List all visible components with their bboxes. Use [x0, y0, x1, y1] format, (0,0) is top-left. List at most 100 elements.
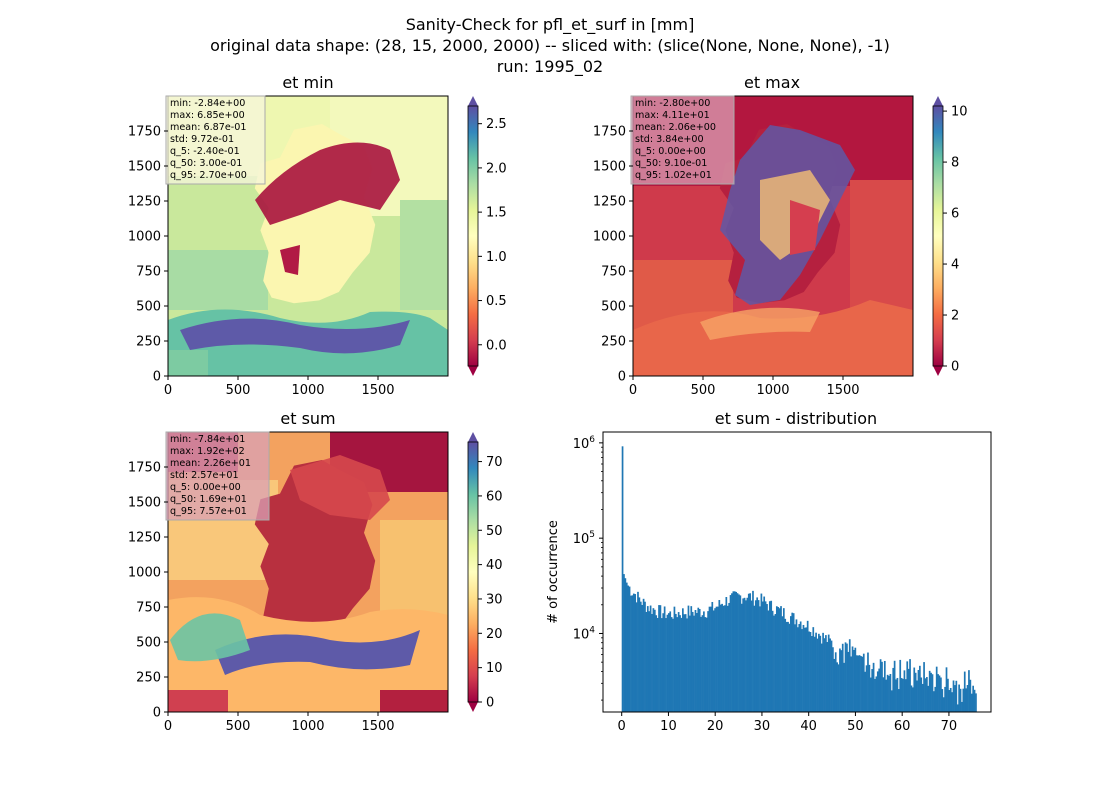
x-tick-label: 70: [941, 719, 958, 734]
histogram-bar: [623, 574, 625, 712]
y-tick-label: 1250: [128, 531, 161, 546]
colorbar-tick-label: 2: [951, 309, 959, 324]
panel-title-et-min: et min: [282, 73, 333, 92]
histogram-bar: [756, 597, 759, 712]
histogram-bar: [697, 607, 700, 712]
histogram-bar: [759, 606, 761, 712]
histogram-bar: [858, 655, 861, 712]
histogram-bar: [966, 685, 969, 712]
histogram-bar: [735, 591, 737, 712]
histogram-bar: [924, 678, 927, 712]
histogram-bar: [829, 638, 831, 712]
heatmap-et-min: [168, 96, 448, 376]
histogram-bar: [639, 601, 642, 712]
histogram-bar: [770, 600, 773, 712]
histogram-bar: [703, 611, 705, 712]
x-tick-label: 50: [847, 719, 864, 734]
colorbar-tick-label: 0: [486, 696, 494, 711]
histogram-bar: [940, 677, 942, 712]
histogram-bar: [907, 668, 910, 712]
x-tick-label: 1500: [826, 383, 859, 398]
x-tick-label: 1500: [361, 719, 394, 734]
histogram-bar: [632, 593, 635, 712]
histogram-bar: [712, 610, 715, 712]
histogram-bar: [853, 649, 855, 712]
colorbar-tick-label: 20: [486, 627, 503, 642]
histogram-bar: [628, 586, 631, 712]
axes-et-max: 0 500 1000 1500 0 250 500 750 1000 1250 1500 1750: [593, 125, 860, 399]
y-tick-label: 500: [136, 300, 161, 315]
y-tick-label: 1500: [128, 496, 161, 511]
histogram-bar: [949, 687, 952, 712]
stat-line: max: 6.85e+00: [170, 110, 245, 121]
x-tick-label: 30: [754, 719, 771, 734]
colorbar-tick-label: 4: [951, 258, 959, 273]
colorbar-et-sum: 0 10 20 30 40 50 60 70: [467, 432, 503, 712]
histogram-bar: [919, 665, 921, 712]
histogram-bar: [725, 597, 728, 712]
histogram-bar: [802, 624, 805, 712]
x-tick-label: 0: [164, 719, 172, 734]
stat-line: q_5: 0.00e+00: [635, 146, 706, 157]
histogram-bar: [892, 667, 895, 712]
stat-line: std: 2.57e+01: [170, 470, 239, 481]
histogram-bar: [732, 591, 735, 712]
histogram-bar: [839, 648, 841, 712]
histogram-bar: [797, 627, 799, 712]
histogram-bar: [945, 667, 948, 712]
histogram-bar: [944, 686, 946, 712]
histogram-bar: [649, 605, 652, 712]
histogram-bar: [854, 647, 857, 712]
stats-box-et-min: min: -2.84e+00 max: 6.85e+00 mean: 6.87e…: [165, 95, 266, 185]
histogram-bar: [641, 604, 644, 712]
colorbar-tick-label: 0.0: [486, 338, 507, 353]
histogram-bar: [938, 675, 941, 712]
y-tick-label: 1250: [128, 195, 161, 210]
histogram-bar: [896, 677, 899, 712]
panel-et-min: et min min: -2.84e+00 max: 6.85e+00 mean…: [128, 73, 507, 398]
histogram-bar: [743, 597, 746, 712]
histogram-bar: [879, 659, 882, 712]
histogram-bar: [865, 665, 868, 712]
histogram-bar: [962, 688, 965, 712]
x-tick-label: 1500: [361, 383, 394, 398]
histogram-bar: [923, 662, 925, 712]
histogram-bar: [710, 606, 712, 712]
histogram-bar: [766, 604, 768, 712]
histogram-bar: [691, 611, 694, 712]
stat-line: mean: 6.87e-01: [170, 122, 246, 133]
histogram-bar: [722, 605, 725, 712]
histogram-bar: [788, 623, 791, 712]
histogram-bar: [893, 660, 896, 712]
stat-line: q_5: -2.40e-01: [170, 146, 240, 157]
histogram-bar: [680, 617, 683, 712]
histogram-bar: [785, 621, 788, 712]
histogram-bar: [840, 650, 843, 712]
histogram-bar: [816, 638, 819, 712]
histogram-bar: [851, 646, 854, 712]
histogram-bar: [930, 672, 932, 712]
histogram-bar: [956, 704, 959, 712]
histogram-bar: [948, 690, 951, 712]
histogram-bar: [889, 673, 892, 712]
histogram-bar: [773, 615, 775, 712]
histogram-bar: [875, 676, 878, 712]
y-tick-label: 750: [601, 265, 626, 280]
colorbar-tick-label: 60: [486, 489, 503, 504]
histogram-bar: [780, 606, 782, 712]
histogram-bar: [740, 603, 743, 712]
histogram-bar: [809, 632, 812, 712]
histogram-bar: [878, 668, 881, 712]
y-tick-label: 104: [573, 625, 596, 642]
panel-title-et-max: et max: [744, 73, 800, 92]
histogram-bar: [789, 616, 792, 712]
histogram-bar: [973, 689, 976, 712]
histogram-bar: [651, 613, 653, 712]
histogram-bar: [867, 652, 869, 712]
colorbar-tick-label: 2.0: [486, 161, 507, 176]
histogram-bar: [673, 606, 676, 712]
panel-et-sum-distribution: et sum - distribution 0 10 20 30 40 50 60 70 104…: [546, 409, 992, 734]
histogram-bar: [886, 674, 889, 712]
histogram-bar: [869, 677, 872, 712]
